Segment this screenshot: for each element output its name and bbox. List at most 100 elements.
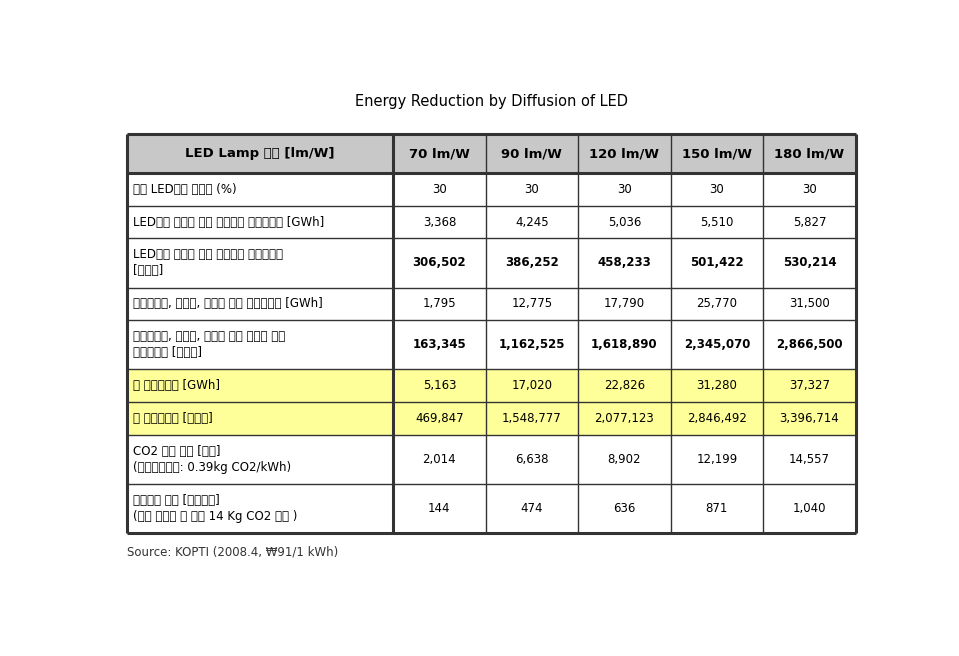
Text: 90 lm/W: 90 lm/W — [502, 147, 562, 160]
Text: 한국 LED조명 보급률 (%): 한국 LED조명 보급률 (%) — [132, 183, 236, 195]
Text: 나무심기 효과 [백만그루]
(나무 한그루 당 년간 14 Kg CO2 흡수 ): 나무심기 효과 [백만그루] (나무 한그루 당 년간 14 Kg CO2 흡수… — [132, 494, 297, 523]
Bar — [128, 435, 393, 484]
Text: 5,510: 5,510 — [700, 216, 734, 228]
Bar — [670, 173, 763, 205]
Bar — [578, 435, 670, 484]
Text: 386,252: 386,252 — [505, 256, 559, 270]
Bar — [763, 435, 855, 484]
Text: 530,214: 530,214 — [783, 256, 836, 270]
Text: 306,502: 306,502 — [412, 256, 466, 270]
Bar — [485, 484, 578, 533]
Text: 1,040: 1,040 — [793, 502, 826, 515]
Text: 14,557: 14,557 — [789, 453, 830, 466]
Text: 1,618,890: 1,618,890 — [591, 338, 658, 352]
Text: 636: 636 — [613, 502, 636, 515]
Bar — [763, 287, 855, 320]
Bar — [485, 205, 578, 238]
Text: 30: 30 — [433, 183, 447, 195]
Bar — [128, 205, 393, 238]
Text: 30: 30 — [802, 183, 817, 195]
Bar — [763, 173, 855, 205]
Text: 2,866,500: 2,866,500 — [776, 338, 843, 352]
Bar — [393, 238, 485, 287]
Bar — [485, 287, 578, 320]
Text: LED Lamp 효율 [lm/W]: LED Lamp 효율 [lm/W] — [185, 147, 335, 160]
Text: 25,770: 25,770 — [696, 297, 737, 310]
Text: 501,422: 501,422 — [690, 256, 744, 270]
Text: 150 lm/W: 150 lm/W — [682, 147, 752, 160]
Text: Source: KOPTI (2008.4, ₩91/1 kWh): Source: KOPTI (2008.4, ₩91/1 kWh) — [128, 546, 339, 559]
Bar — [393, 173, 485, 205]
Bar — [670, 402, 763, 435]
Bar — [763, 369, 855, 402]
Text: 30: 30 — [525, 183, 539, 195]
Bar — [578, 287, 670, 320]
Text: 1,548,777: 1,548,777 — [503, 412, 562, 425]
Text: 474: 474 — [521, 502, 543, 515]
Text: 교통신호등, 유도등, 문자형 간판 전기절감량 [GWh]: 교통신호등, 유도등, 문자형 간판 전기절감량 [GWh] — [132, 297, 322, 310]
Bar — [578, 238, 670, 287]
Bar — [393, 435, 485, 484]
Text: 교통신호등, 유도등, 문자형 간판 보급에 따른
전기절감액 [백만원]: 교통신호등, 유도등, 문자형 간판 보급에 따른 전기절감액 [백만원] — [132, 331, 285, 359]
Text: 입 전기절감량 [GWh]: 입 전기절감량 [GWh] — [132, 379, 220, 392]
Bar — [763, 402, 855, 435]
Text: 458,233: 458,233 — [597, 256, 651, 270]
Bar — [485, 134, 578, 173]
Bar — [128, 369, 393, 402]
Text: 2,345,070: 2,345,070 — [684, 338, 750, 352]
Text: 2,077,123: 2,077,123 — [595, 412, 654, 425]
Bar — [485, 402, 578, 435]
Text: 5,163: 5,163 — [423, 379, 456, 392]
Bar — [128, 287, 393, 320]
Text: CO2 방출 절감 [천톤]
(탄소방출계수: 0.39kg CO2/kWh): CO2 방출 절감 [천톤] (탄소방출계수: 0.39kg CO2/kWh) — [132, 445, 291, 474]
Bar — [485, 173, 578, 205]
Bar — [670, 238, 763, 287]
Text: 12,199: 12,199 — [696, 453, 737, 466]
Text: 17,790: 17,790 — [604, 297, 645, 310]
Bar — [670, 435, 763, 484]
Bar — [128, 134, 393, 173]
Bar — [578, 402, 670, 435]
Bar — [763, 320, 855, 369]
Text: 469,847: 469,847 — [415, 412, 464, 425]
Text: 3,396,714: 3,396,714 — [780, 412, 839, 425]
Bar — [485, 238, 578, 287]
Text: 4,245: 4,245 — [515, 216, 549, 228]
Text: 5,827: 5,827 — [793, 216, 826, 228]
Bar — [393, 484, 485, 533]
Bar — [393, 369, 485, 402]
Text: 163,345: 163,345 — [412, 338, 466, 352]
Bar — [393, 320, 485, 369]
Bar — [128, 173, 393, 205]
Text: 2,846,492: 2,846,492 — [687, 412, 747, 425]
Text: Energy Reduction by Diffusion of LED: Energy Reduction by Diffusion of LED — [355, 94, 628, 109]
Bar — [578, 320, 670, 369]
Text: LED조명 보급에 따른 일반조명 전기절감액
[백만원]: LED조명 보급에 따른 일반조명 전기절감액 [백만원] — [132, 249, 283, 277]
Bar — [578, 134, 670, 173]
Text: 5,036: 5,036 — [608, 216, 642, 228]
Bar — [670, 205, 763, 238]
Text: 1,162,525: 1,162,525 — [499, 338, 565, 352]
Text: 입 전기절감액 [백만원]: 입 전기절감액 [백만원] — [132, 412, 212, 425]
Bar — [485, 320, 578, 369]
Text: 30: 30 — [617, 183, 632, 195]
Bar — [670, 287, 763, 320]
Bar — [128, 238, 393, 287]
Bar — [578, 173, 670, 205]
Bar — [763, 134, 855, 173]
Text: 1,795: 1,795 — [423, 297, 456, 310]
Text: 37,327: 37,327 — [789, 379, 830, 392]
Bar — [393, 205, 485, 238]
Text: 2,014: 2,014 — [423, 453, 456, 466]
Text: 22,826: 22,826 — [604, 379, 645, 392]
Bar — [128, 402, 393, 435]
Bar — [128, 484, 393, 533]
Text: LED조명 보급에 따른 일반조명 전기절감량 [GWh]: LED조명 보급에 따른 일반조명 전기절감량 [GWh] — [132, 216, 324, 228]
Bar — [393, 134, 485, 173]
Bar — [763, 238, 855, 287]
Bar — [393, 402, 485, 435]
Text: 871: 871 — [706, 502, 728, 515]
Bar — [485, 435, 578, 484]
Bar — [128, 320, 393, 369]
Text: 144: 144 — [428, 502, 451, 515]
